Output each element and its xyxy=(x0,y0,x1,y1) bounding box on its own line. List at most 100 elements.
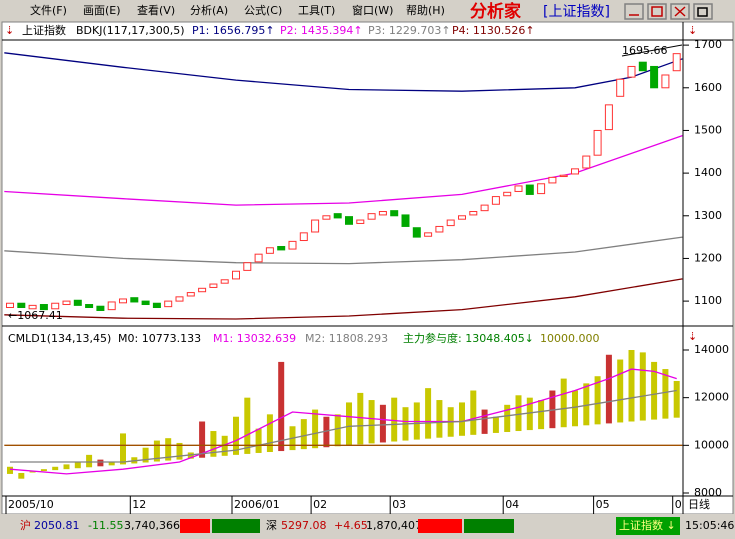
status-text: 深 xyxy=(266,519,277,532)
bar xyxy=(323,416,330,448)
y-tick-label: 1600 xyxy=(694,81,722,94)
symbol-box[interactable] xyxy=(616,517,680,535)
menu-item[interactable]: 工具(T) xyxy=(298,4,335,17)
status-text: 1,870,407 xyxy=(366,519,422,532)
chart-frame xyxy=(1,21,734,515)
panel-header: P4: 1130.526↑ xyxy=(452,24,535,37)
panel-header: BDKJ(117,17,300,5) xyxy=(76,24,185,37)
candle xyxy=(469,211,478,216)
candle xyxy=(299,232,308,242)
candle xyxy=(311,219,320,233)
candle xyxy=(333,213,342,219)
candle xyxy=(186,292,195,297)
candle xyxy=(559,174,568,178)
bar xyxy=(515,395,522,432)
candle xyxy=(119,298,127,304)
indicator-line xyxy=(10,389,677,463)
panel-header: P3: 1229.703↑ xyxy=(368,24,451,37)
candle xyxy=(412,227,421,238)
bar xyxy=(549,390,556,429)
candle xyxy=(480,204,489,212)
y-tick-label: 14000 xyxy=(694,343,729,356)
candle xyxy=(571,168,579,175)
candle xyxy=(152,302,161,309)
date-label: 03 xyxy=(392,498,406,511)
candle xyxy=(458,215,466,220)
bar xyxy=(470,390,477,435)
bar xyxy=(312,409,319,449)
date-label: 02 xyxy=(313,498,327,511)
candle xyxy=(367,213,376,220)
bar xyxy=(86,454,93,468)
bar xyxy=(334,414,341,447)
bar xyxy=(153,440,160,462)
candle xyxy=(446,219,455,227)
bar xyxy=(662,369,669,419)
menu-bar xyxy=(0,0,735,22)
bar xyxy=(255,428,262,453)
bar xyxy=(199,421,206,458)
menu-item[interactable]: 文件(F) xyxy=(30,3,67,17)
candle xyxy=(130,297,139,303)
bar xyxy=(572,390,578,427)
bar xyxy=(278,361,285,452)
bar xyxy=(673,380,680,418)
menu-item[interactable]: 画面(E) xyxy=(83,4,121,17)
candle xyxy=(141,300,150,306)
indicator-line xyxy=(4,236,683,265)
bar xyxy=(74,462,81,469)
y-tick-label: 1500 xyxy=(694,123,722,136)
candle xyxy=(28,304,37,310)
candle xyxy=(435,225,444,233)
candle xyxy=(537,183,546,195)
candle xyxy=(424,232,433,237)
bar xyxy=(244,397,251,454)
y-tick-label: 10000 xyxy=(694,438,729,451)
y-tick-label: 12000 xyxy=(694,391,729,404)
bar xyxy=(40,469,47,472)
candle xyxy=(62,300,71,306)
date-label: 2005/10 xyxy=(8,498,54,511)
bar xyxy=(583,383,590,426)
candle xyxy=(198,287,207,293)
bar xyxy=(63,464,70,470)
y-tick-label: 1200 xyxy=(694,251,722,264)
panel-header: M1: 13032.639 xyxy=(213,332,296,345)
bar xyxy=(391,397,398,442)
bar xyxy=(187,452,194,459)
status-text: 3,740,366 xyxy=(124,519,180,532)
candle xyxy=(593,129,602,156)
date-label: 05 xyxy=(596,498,610,511)
arrow-icon: ⇣ xyxy=(5,24,14,37)
candle xyxy=(51,302,60,310)
menu-item[interactable]: 分析(A) xyxy=(190,3,228,17)
panel-header: CMLD1(134,13,45) xyxy=(8,332,111,345)
menu-item[interactable]: 公式(C) xyxy=(244,4,282,17)
bar xyxy=(628,349,635,422)
bar xyxy=(504,404,511,432)
y-tick-label: 1300 xyxy=(694,209,722,222)
menu-item[interactable]: 查看(V) xyxy=(137,3,175,17)
status-symbol[interactable]: 上证指数 ↓ xyxy=(619,518,676,532)
candle xyxy=(356,219,365,224)
annotation-line xyxy=(621,44,683,57)
status-box xyxy=(464,519,514,533)
candle xyxy=(85,304,94,309)
bar xyxy=(108,462,115,466)
date-label: 2006/01 xyxy=(234,498,280,511)
bar xyxy=(300,419,307,450)
candle xyxy=(627,65,636,78)
panel-header: 10000.000 xyxy=(540,332,600,345)
candle xyxy=(175,296,184,302)
menu-item[interactable]: 窗口(W) xyxy=(352,3,393,17)
bar xyxy=(165,438,172,461)
menu-item[interactable]: 帮助(H) xyxy=(406,3,445,17)
bar xyxy=(594,376,601,425)
bar xyxy=(481,409,488,434)
candle xyxy=(288,240,297,250)
candle xyxy=(345,216,353,225)
indicator-line xyxy=(4,278,683,320)
bar xyxy=(605,354,612,424)
window-buttons[interactable] xyxy=(624,3,713,20)
